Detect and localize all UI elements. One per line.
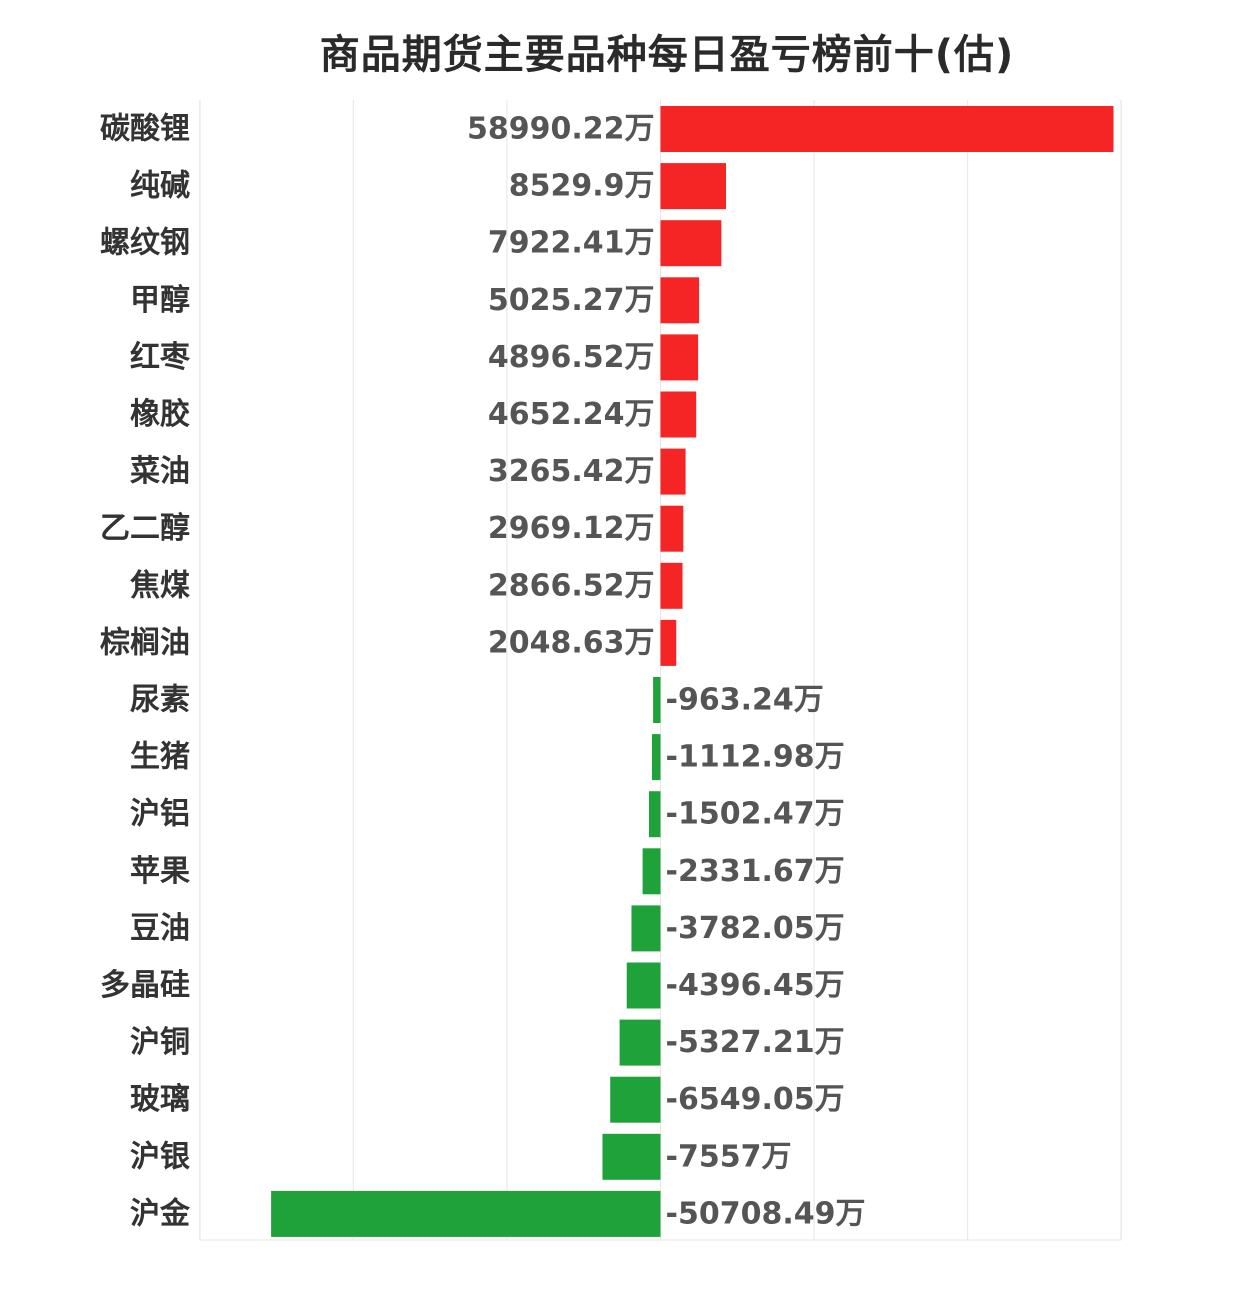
bar xyxy=(271,1190,661,1237)
category-labels: 碳酸锂纯碱螺纹钢甲醇红枣橡胶菜油乙二醇焦煤棕榈油尿素生猪沪铝苹果豆油多晶硅沪铜玻… xyxy=(100,112,191,1232)
category-label: 多晶硅 xyxy=(100,968,190,1003)
category-label: 棕榈油 xyxy=(100,625,190,660)
bar xyxy=(610,1076,661,1123)
value-label: 2048.63万 xyxy=(488,625,655,660)
bar xyxy=(660,562,683,609)
category-label: 玻璃 xyxy=(130,1082,190,1117)
category-label: 沪铜 xyxy=(130,1025,190,1060)
bar xyxy=(660,448,686,495)
bar xyxy=(619,1019,661,1066)
value-label: -963.24万 xyxy=(666,683,824,718)
bar xyxy=(653,677,661,723)
value-labels: 58990.22万 8529.9万 7922.41万 5025.27万 4896.52万… xyxy=(467,112,865,1232)
bar xyxy=(660,106,1114,152)
category-label: 橡胶 xyxy=(130,397,190,432)
category-label: 螺纹钢 xyxy=(100,226,190,261)
category-label: 红枣 xyxy=(130,340,191,375)
value-label: -1112.98万 xyxy=(666,740,845,775)
value-label: 4896.52万 xyxy=(488,340,655,375)
category-label: 乙二醇 xyxy=(100,511,190,546)
category-label: 沪银 xyxy=(130,1139,190,1174)
bar xyxy=(642,848,661,895)
value-label: 2866.52万 xyxy=(488,568,655,603)
bar xyxy=(651,734,661,781)
bar xyxy=(660,334,699,381)
value-label: 58990.22万 xyxy=(467,112,655,147)
value-label: -3782.05万 xyxy=(666,911,845,946)
category-label: 豆油 xyxy=(130,911,190,946)
value-label: -2331.67万 xyxy=(666,854,845,889)
category-label: 纯碱 xyxy=(130,169,190,204)
bar xyxy=(602,1133,661,1180)
value-label: 7922.41万 xyxy=(488,226,655,261)
value-label: -5327.21万 xyxy=(666,1025,845,1060)
category-label: 沪铝 xyxy=(130,797,190,832)
grid-lines xyxy=(199,100,1122,1241)
value-label: 2969.12万 xyxy=(488,511,655,546)
category-label: 焦煤 xyxy=(130,568,190,603)
bar xyxy=(660,619,677,666)
value-label: 5025.27万 xyxy=(488,283,655,318)
bars xyxy=(271,106,1114,1237)
bar xyxy=(660,220,722,267)
value-label: 3265.42万 xyxy=(488,454,655,489)
bar xyxy=(660,277,700,324)
bar xyxy=(660,505,684,552)
bar xyxy=(660,163,727,210)
bar xyxy=(648,791,661,838)
value-label: -7557万 xyxy=(666,1139,792,1174)
bar xyxy=(660,391,697,438)
category-label: 生猪 xyxy=(130,740,190,775)
value-label: -50708.49万 xyxy=(666,1196,866,1231)
chart-title: 商品期货主要品种每日盈亏榜前十(估) xyxy=(319,32,1015,78)
category-label: 碳酸锂 xyxy=(100,112,190,147)
category-label: 菜油 xyxy=(130,454,190,489)
category-label: 沪金 xyxy=(130,1196,191,1231)
value-label: -6549.05万 xyxy=(666,1082,845,1117)
bar xyxy=(626,962,661,1009)
category-label: 尿素 xyxy=(130,683,190,718)
value-label: 8529.9万 xyxy=(509,169,655,204)
value-label: 4652.24万 xyxy=(488,397,655,432)
category-label: 苹果 xyxy=(130,854,190,889)
category-label: 甲醇 xyxy=(130,283,190,318)
value-label: -1502.47万 xyxy=(666,797,845,832)
bar xyxy=(631,905,661,952)
value-label: -4396.45万 xyxy=(666,968,845,1003)
